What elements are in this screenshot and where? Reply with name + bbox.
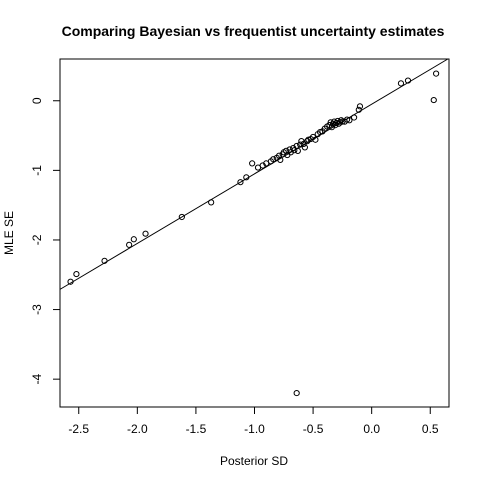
data-point: [178, 213, 185, 221]
data-point: [67, 278, 74, 285]
data-point: [430, 96, 437, 104]
y-axis: -4 -3 -2 -1 0: [30, 97, 60, 384]
data-point: [130, 236, 137, 243]
data-point: [404, 77, 412, 84]
data-point: [355, 106, 362, 113]
data-point: [346, 117, 353, 124]
data-point: [297, 141, 304, 148]
data-point: [142, 230, 149, 237]
data-point: [276, 152, 283, 159]
data-point: [277, 156, 284, 164]
data-point: [101, 257, 108, 264]
data-point: [293, 389, 300, 397]
data-point: [356, 103, 364, 110]
data-point: [397, 80, 405, 87]
data-point: [243, 174, 250, 181]
x-axis-label: Posterior SD: [220, 454, 288, 468]
data-points: [67, 70, 440, 397]
data-point: [294, 147, 301, 154]
x-axis: -2.5 -2.0 -1.5 -1.0 -0.5 0.0 0.5: [68, 407, 439, 436]
x-tick-label: -1.0: [244, 422, 265, 436]
plot-frame: [59, 58, 450, 408]
chart-title: Comparing Bayesian vs frequentist uncert…: [62, 23, 445, 39]
data-point: [312, 136, 319, 143]
x-tick-label: -2.5: [68, 422, 89, 436]
x-tick-label: -2.0: [127, 422, 148, 436]
y-axis-label: MLE SE: [2, 211, 16, 255]
data-point: [208, 199, 215, 206]
data-point: [249, 160, 256, 167]
y-tick-label: 0: [30, 97, 44, 104]
y-tick-label: -3: [30, 304, 44, 315]
data-point: [73, 270, 80, 278]
data-point: [126, 241, 133, 248]
x-tick-label: 0.0: [363, 422, 380, 436]
data-point: [350, 114, 358, 121]
y-tick-label: -1: [30, 165, 44, 176]
fit-line: [59, 58, 449, 290]
data-point: [433, 70, 440, 77]
x-tick-label: 0.5: [422, 422, 439, 436]
x-tick-label: -1.5: [186, 422, 207, 436]
y-tick-label: -4: [30, 373, 44, 384]
data-point: [237, 179, 244, 186]
data-point: [270, 156, 277, 163]
data-point: [301, 144, 308, 151]
data-point: [338, 117, 345, 124]
x-tick-label: -0.5: [303, 422, 324, 436]
y-tick-label: -2: [30, 234, 44, 245]
